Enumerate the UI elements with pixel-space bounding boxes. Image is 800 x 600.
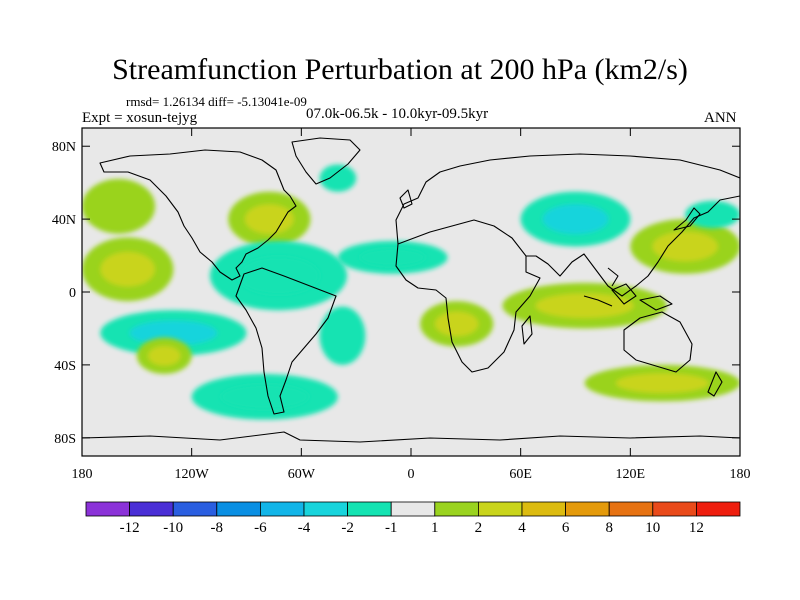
coastline-new-zealand — [707, 371, 723, 397]
x-tick-label: 180 — [730, 467, 751, 482]
coastline-uk — [399, 189, 413, 209]
colorbar-label: 12 — [689, 520, 704, 536]
colorbar-label: -2 — [341, 520, 354, 536]
experiment-label: Expt = xosun-tejyg — [82, 110, 198, 126]
y-tick-label: 80S — [54, 432, 76, 447]
field-core-tropical-atlantic-negative — [359, 248, 426, 267]
field-core-asia-negative — [542, 204, 609, 235]
field-core-south-pacific-negative — [129, 320, 218, 346]
coastline-antarctica — [82, 431, 740, 443]
map-axes: 180 120W 60W 0 60E 120E 180 80N 40N 0 40S 80S — [52, 128, 751, 482]
colorbar-swatch — [434, 501, 479, 517]
field-core-south-pacific-positive — [147, 345, 181, 366]
colorbar-label: -1 — [385, 520, 398, 536]
colorbar-swatch — [216, 501, 261, 517]
stats-text: rmsd= 1.26134 diff= -5.13041e-09 — [126, 94, 307, 109]
coastlines — [82, 137, 740, 443]
coastline-japan — [673, 207, 701, 231]
colorbar-swatch — [565, 501, 610, 517]
colorbar-swatch — [696, 501, 741, 517]
colorbar-swatch — [172, 501, 218, 517]
coastline-madagascar — [521, 315, 533, 345]
y-tick-label: 40S — [54, 359, 76, 374]
colorbar-label: 2 — [475, 520, 483, 536]
field-core-central-america-negative — [237, 256, 320, 295]
coastline-greenland — [291, 137, 361, 185]
colorbar-label: 1 — [431, 520, 439, 536]
colorbar-label: -12 — [120, 520, 140, 536]
colorbar-swatch — [259, 501, 305, 517]
y-tick-label: 0 — [69, 286, 76, 301]
colorbar-swatch — [390, 501, 436, 517]
period-label: 07.0k-06.5k - 10.0kyr-09.5kyr — [306, 106, 489, 122]
x-tick-label: 120W — [175, 467, 210, 482]
streamfunction-field — [82, 164, 740, 420]
y-tick-label: 80N — [52, 140, 76, 155]
field-core-south-indian-positive — [615, 373, 709, 394]
colorbar-swatch — [521, 501, 566, 517]
field-core-southern-africa-positive — [434, 311, 479, 337]
colorbar-label: 6 — [562, 520, 570, 536]
colorbar-swatch — [129, 501, 174, 517]
coastline-europe-africa — [395, 219, 541, 373]
coastline-south-america — [235, 267, 337, 415]
colorbar-label: -4 — [298, 520, 311, 536]
colorbar-label: -8 — [211, 520, 224, 536]
field-region-greenland-negative — [319, 164, 357, 192]
field-region-north-pacific-positive — [82, 179, 156, 234]
field-core-west-pacific-positive — [652, 231, 719, 262]
colorbar-swatch — [608, 501, 654, 517]
colorbar-label: 4 — [518, 520, 526, 536]
colorbar-label: -10 — [163, 520, 183, 536]
plot-title: Streamfunction Perturbation at 200 hPa (… — [112, 53, 688, 86]
field-core-southern-ocean-negative — [220, 384, 309, 410]
x-tick-label: 60W — [288, 467, 316, 482]
coastline-eurasia — [395, 153, 740, 297]
colorbar-swatch — [477, 501, 523, 517]
field-region-north-pacific-east-negative — [685, 200, 740, 229]
colorbar-swatch — [652, 501, 697, 517]
coastline-australia — [623, 311, 693, 373]
season-label: ANN — [704, 110, 737, 126]
coastline-north-america — [99, 149, 297, 281]
colorbar-swatch — [303, 501, 348, 517]
field-core-north-atlantic-positive — [244, 204, 295, 235]
colorbar-label: 10 — [645, 520, 660, 536]
colorbar-label: -6 — [254, 520, 267, 536]
field-core-tropical-pacific-positive — [100, 251, 156, 287]
colorbar-label: 8 — [605, 520, 613, 536]
coastline-maritime — [583, 267, 673, 311]
colorbar-swatch — [347, 501, 392, 517]
x-tick-label: 120E — [616, 467, 646, 482]
field-core-maritime-continent-positive — [535, 293, 634, 319]
x-tick-label: 60E — [509, 467, 532, 482]
x-tick-label: 180 — [72, 467, 93, 482]
field-region-south-america-negative — [319, 306, 366, 365]
y-tick-label: 40N — [52, 213, 76, 228]
colorbar: -12 -10 -8 -6 -4 -2 -1 1 2 4 6 8 10 12 — [85, 501, 741, 536]
x-tick-label: 0 — [408, 467, 415, 482]
colorbar-swatch — [85, 501, 130, 517]
